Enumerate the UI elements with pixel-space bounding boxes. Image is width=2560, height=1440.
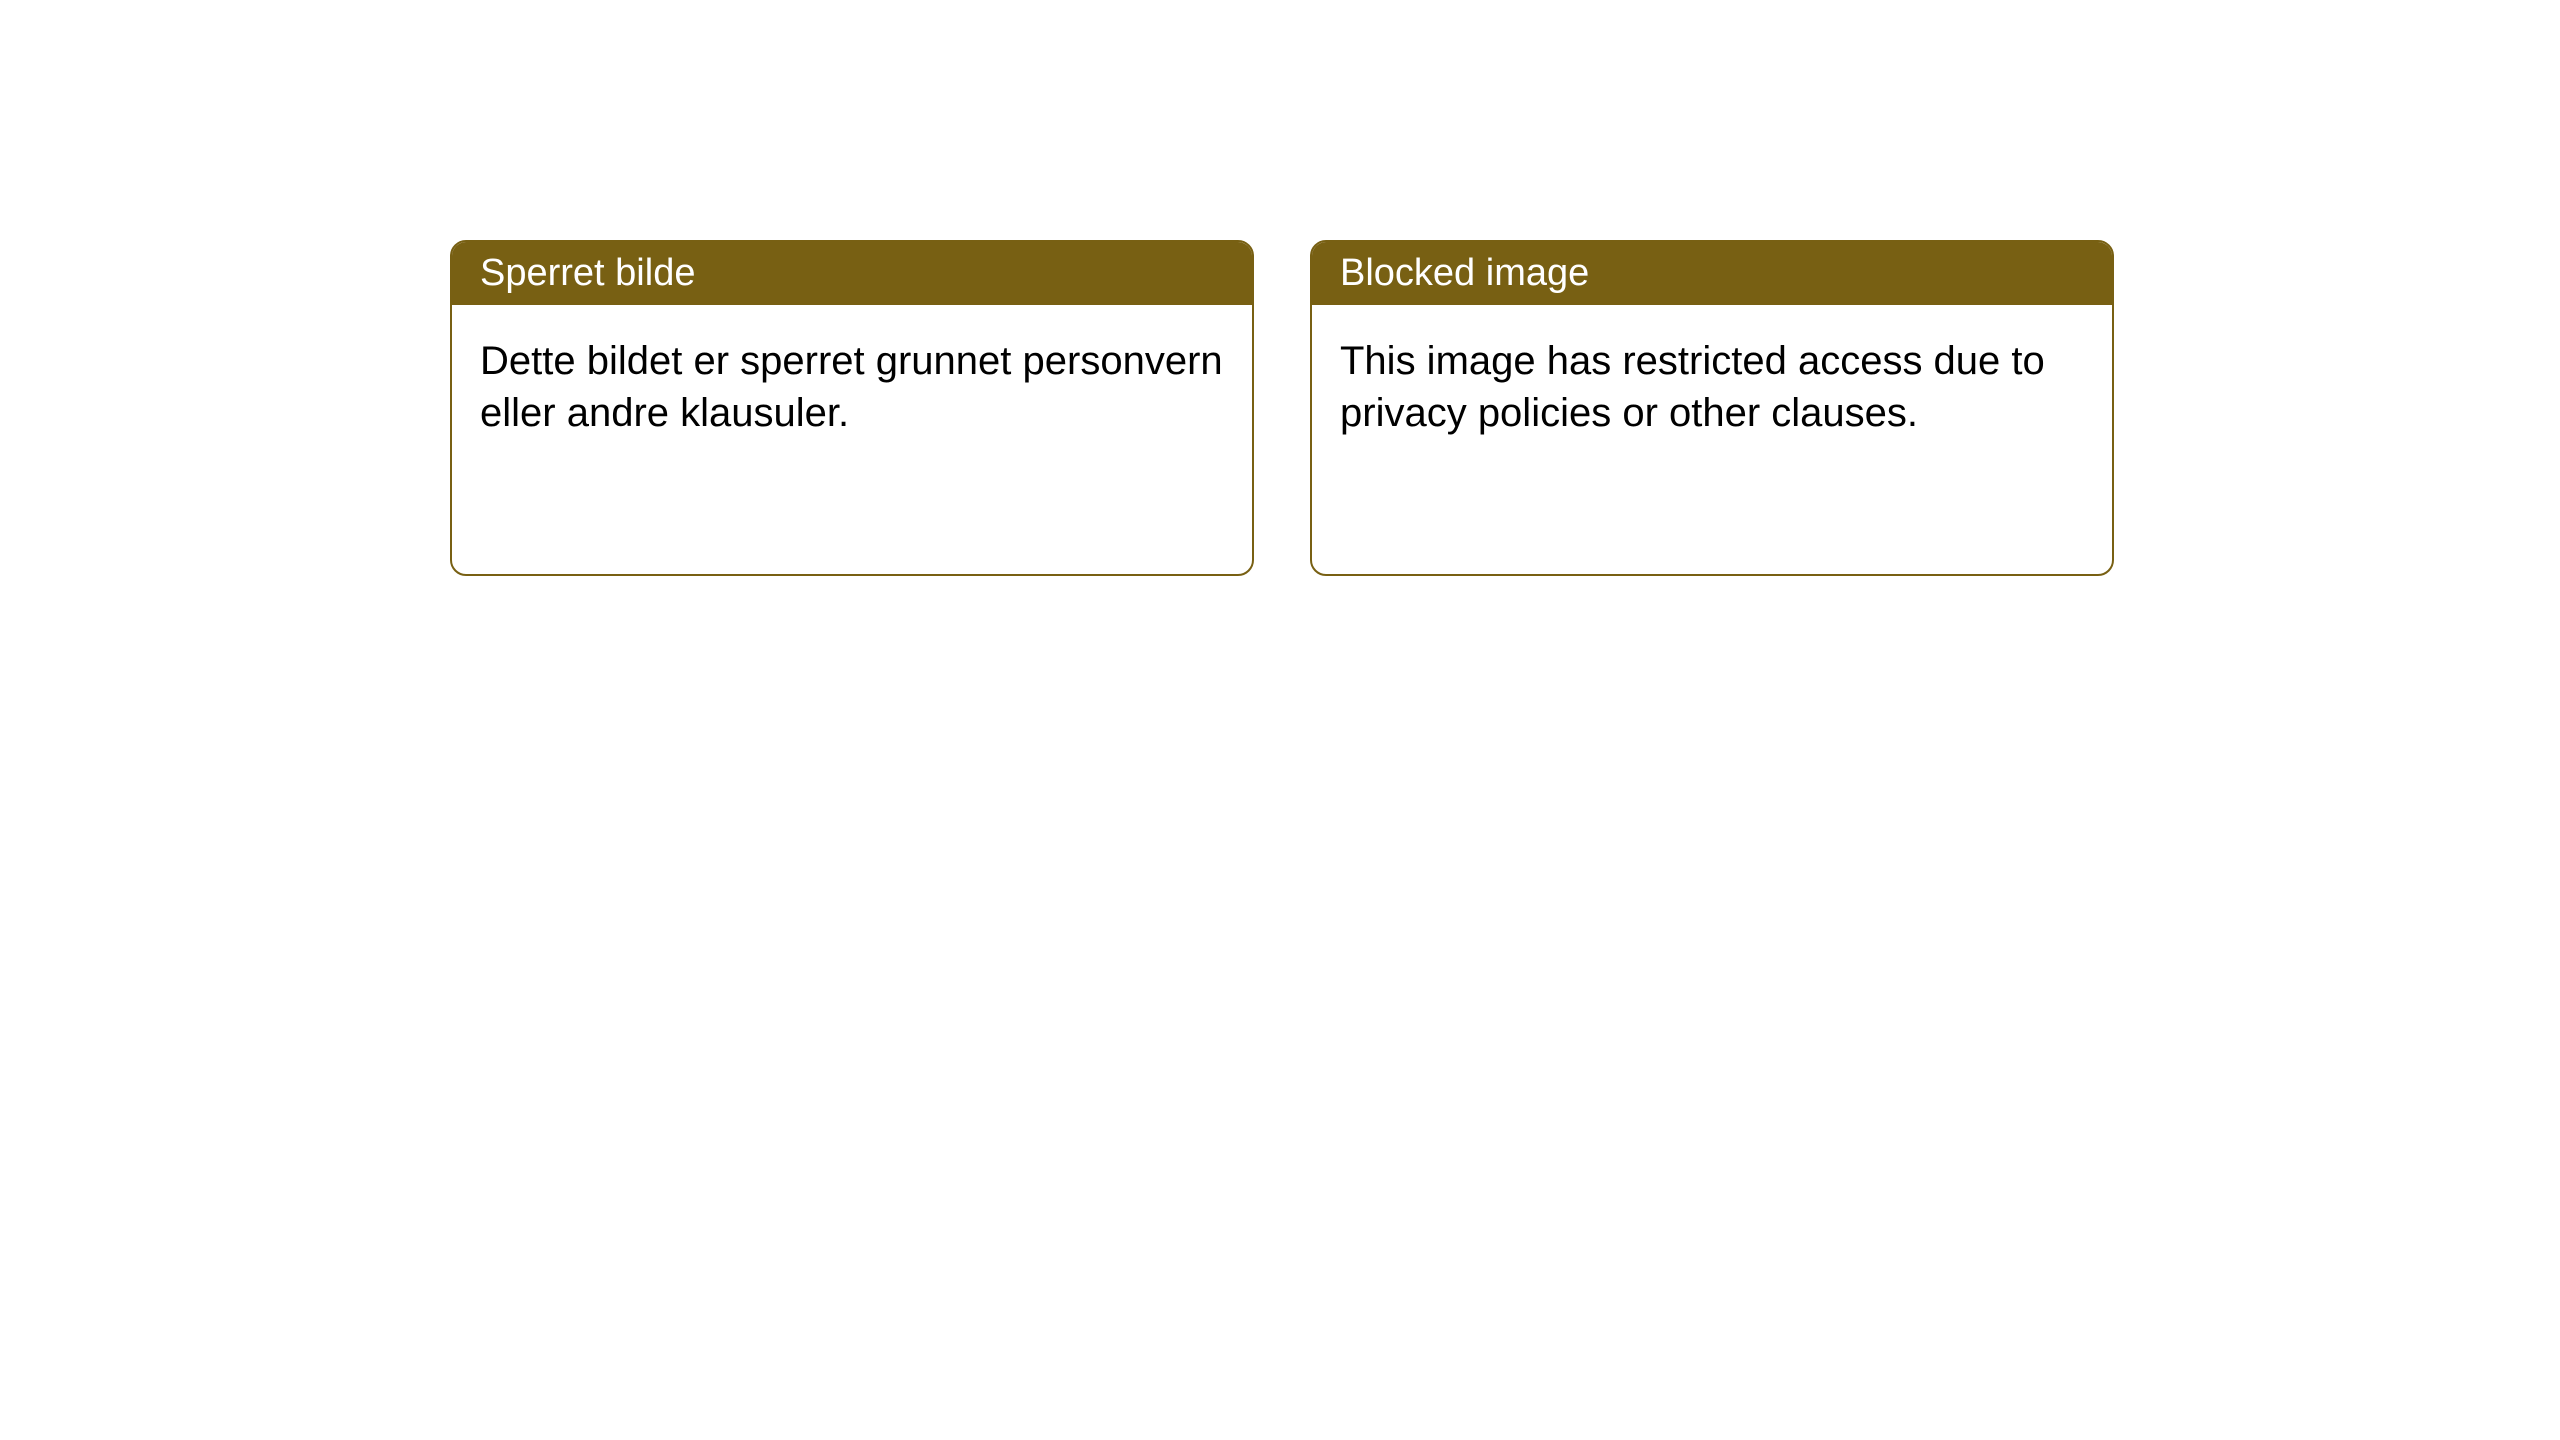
notice-card-norwegian: Sperret bilde Dette bildet er sperret gr… <box>450 240 1254 576</box>
notice-body-english: This image has restricted access due to … <box>1312 305 2112 469</box>
notice-header-norwegian: Sperret bilde <box>452 242 1252 305</box>
notice-cards-container: Sperret bilde Dette bildet er sperret gr… <box>450 240 2560 576</box>
notice-body-norwegian: Dette bildet er sperret grunnet personve… <box>452 305 1252 469</box>
notice-body-text: This image has restricted access due to … <box>1340 339 2045 435</box>
notice-body-text: Dette bildet er sperret grunnet personve… <box>480 339 1223 435</box>
notice-header-text: Blocked image <box>1340 252 1589 294</box>
notice-header-english: Blocked image <box>1312 242 2112 305</box>
notice-card-english: Blocked image This image has restricted … <box>1310 240 2114 576</box>
notice-header-text: Sperret bilde <box>480 252 695 294</box>
